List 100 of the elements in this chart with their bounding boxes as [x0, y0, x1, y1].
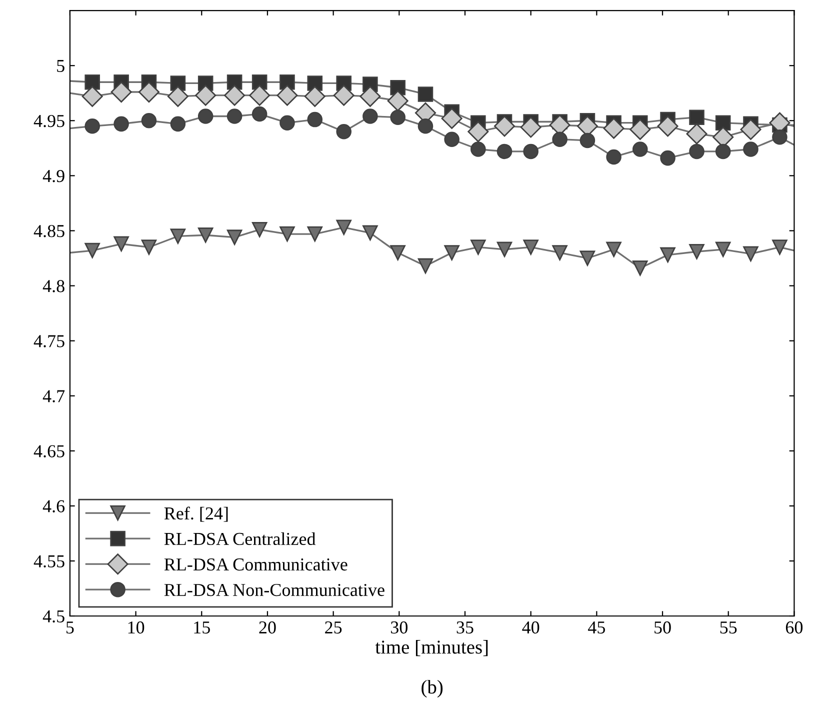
point [552, 132, 568, 147]
point [715, 115, 731, 130]
point [470, 240, 486, 255]
x-tick-label: 10 [128, 621, 144, 634]
point [689, 110, 704, 125]
point [715, 242, 731, 258]
point [494, 116, 516, 137]
x-tick-label: 35 [456, 621, 474, 634]
legend-label: RL-DSA Communicative [164, 558, 348, 571]
legend-label: RL-DSA Non-Communicative [164, 584, 384, 596]
x-tick-label: 60 [786, 621, 803, 634]
point [307, 112, 323, 128]
point [170, 228, 186, 244]
point [660, 247, 676, 263]
point [468, 121, 489, 142]
point [84, 74, 100, 90]
point [307, 226, 323, 242]
point [606, 149, 622, 165]
y-tick-label: 4.7 [42, 390, 65, 402]
text: (b) [422, 680, 443, 698]
point [632, 260, 648, 276]
point [110, 82, 132, 103]
y-tick-label: 4.55 [34, 555, 64, 568]
point [280, 115, 295, 130]
x-tick-label: 40 [522, 621, 540, 634]
point [606, 242, 622, 258]
point [496, 144, 512, 160]
point [470, 142, 486, 157]
point [657, 116, 678, 137]
point [689, 244, 704, 260]
point [336, 124, 352, 140]
point [740, 118, 762, 140]
point [444, 245, 460, 260]
x-tick-label: 50 [654, 621, 671, 634]
point [362, 108, 378, 124]
point [138, 82, 160, 103]
x-tick-label: 15 [194, 621, 210, 634]
point [252, 106, 268, 122]
y-tick-label: 4.65 [34, 445, 64, 458]
point [226, 108, 242, 124]
y-tick-label: 4.85 [34, 224, 64, 238]
x-tick-label: 30 [390, 621, 408, 634]
point [523, 144, 538, 160]
point [418, 86, 434, 102]
point [441, 108, 462, 129]
point [418, 258, 434, 274]
point [772, 240, 788, 255]
point [141, 113, 157, 128]
x-tick-label: 55 [720, 622, 737, 634]
point [82, 86, 103, 107]
x-tick-label: 5 [66, 622, 74, 634]
point [715, 144, 731, 160]
point [390, 110, 406, 125]
point [387, 90, 408, 112]
y-tick-label: 4.95 [34, 114, 64, 128]
point [280, 226, 295, 242]
y-tick-label: 4.8 [42, 280, 64, 292]
y-tick-label: 4.5 [42, 610, 64, 623]
point [226, 230, 242, 245]
point [195, 84, 216, 106]
point [114, 116, 129, 132]
point [198, 108, 214, 124]
point [336, 220, 352, 236]
point [630, 118, 651, 140]
x-tick-label: 25 [325, 621, 342, 634]
y-tick-label: 4.9 [42, 170, 64, 182]
point [689, 144, 704, 160]
point [360, 86, 381, 107]
point [224, 84, 246, 106]
point [167, 86, 188, 107]
point [580, 250, 596, 266]
point [362, 225, 378, 241]
point [743, 246, 758, 262]
point [632, 142, 648, 157]
legend-label: RL-DSA Centralized [164, 532, 316, 546]
point [660, 150, 676, 166]
point [603, 118, 624, 139]
point [444, 132, 460, 147]
y-tick-label: 5 [57, 60, 64, 72]
point [333, 84, 354, 106]
point [580, 132, 596, 148]
y-tick-label: 4.6 [42, 500, 65, 512]
x-tick-label: 20 [259, 621, 276, 634]
point [772, 130, 788, 145]
point [304, 86, 326, 107]
point [686, 123, 708, 144]
x-axis-title: time [minutes] [375, 640, 488, 656]
point [418, 118, 434, 134]
point [523, 240, 538, 255]
legend-label: Ref. [24] [164, 506, 228, 522]
point [496, 242, 512, 258]
point [141, 240, 157, 255]
point [198, 227, 214, 243]
point [520, 116, 542, 138]
point [743, 142, 758, 157]
point [84, 118, 100, 134]
point [552, 245, 568, 260]
y-tick-label: 4.75 [34, 335, 64, 348]
point [249, 84, 270, 106]
point [170, 116, 186, 132]
